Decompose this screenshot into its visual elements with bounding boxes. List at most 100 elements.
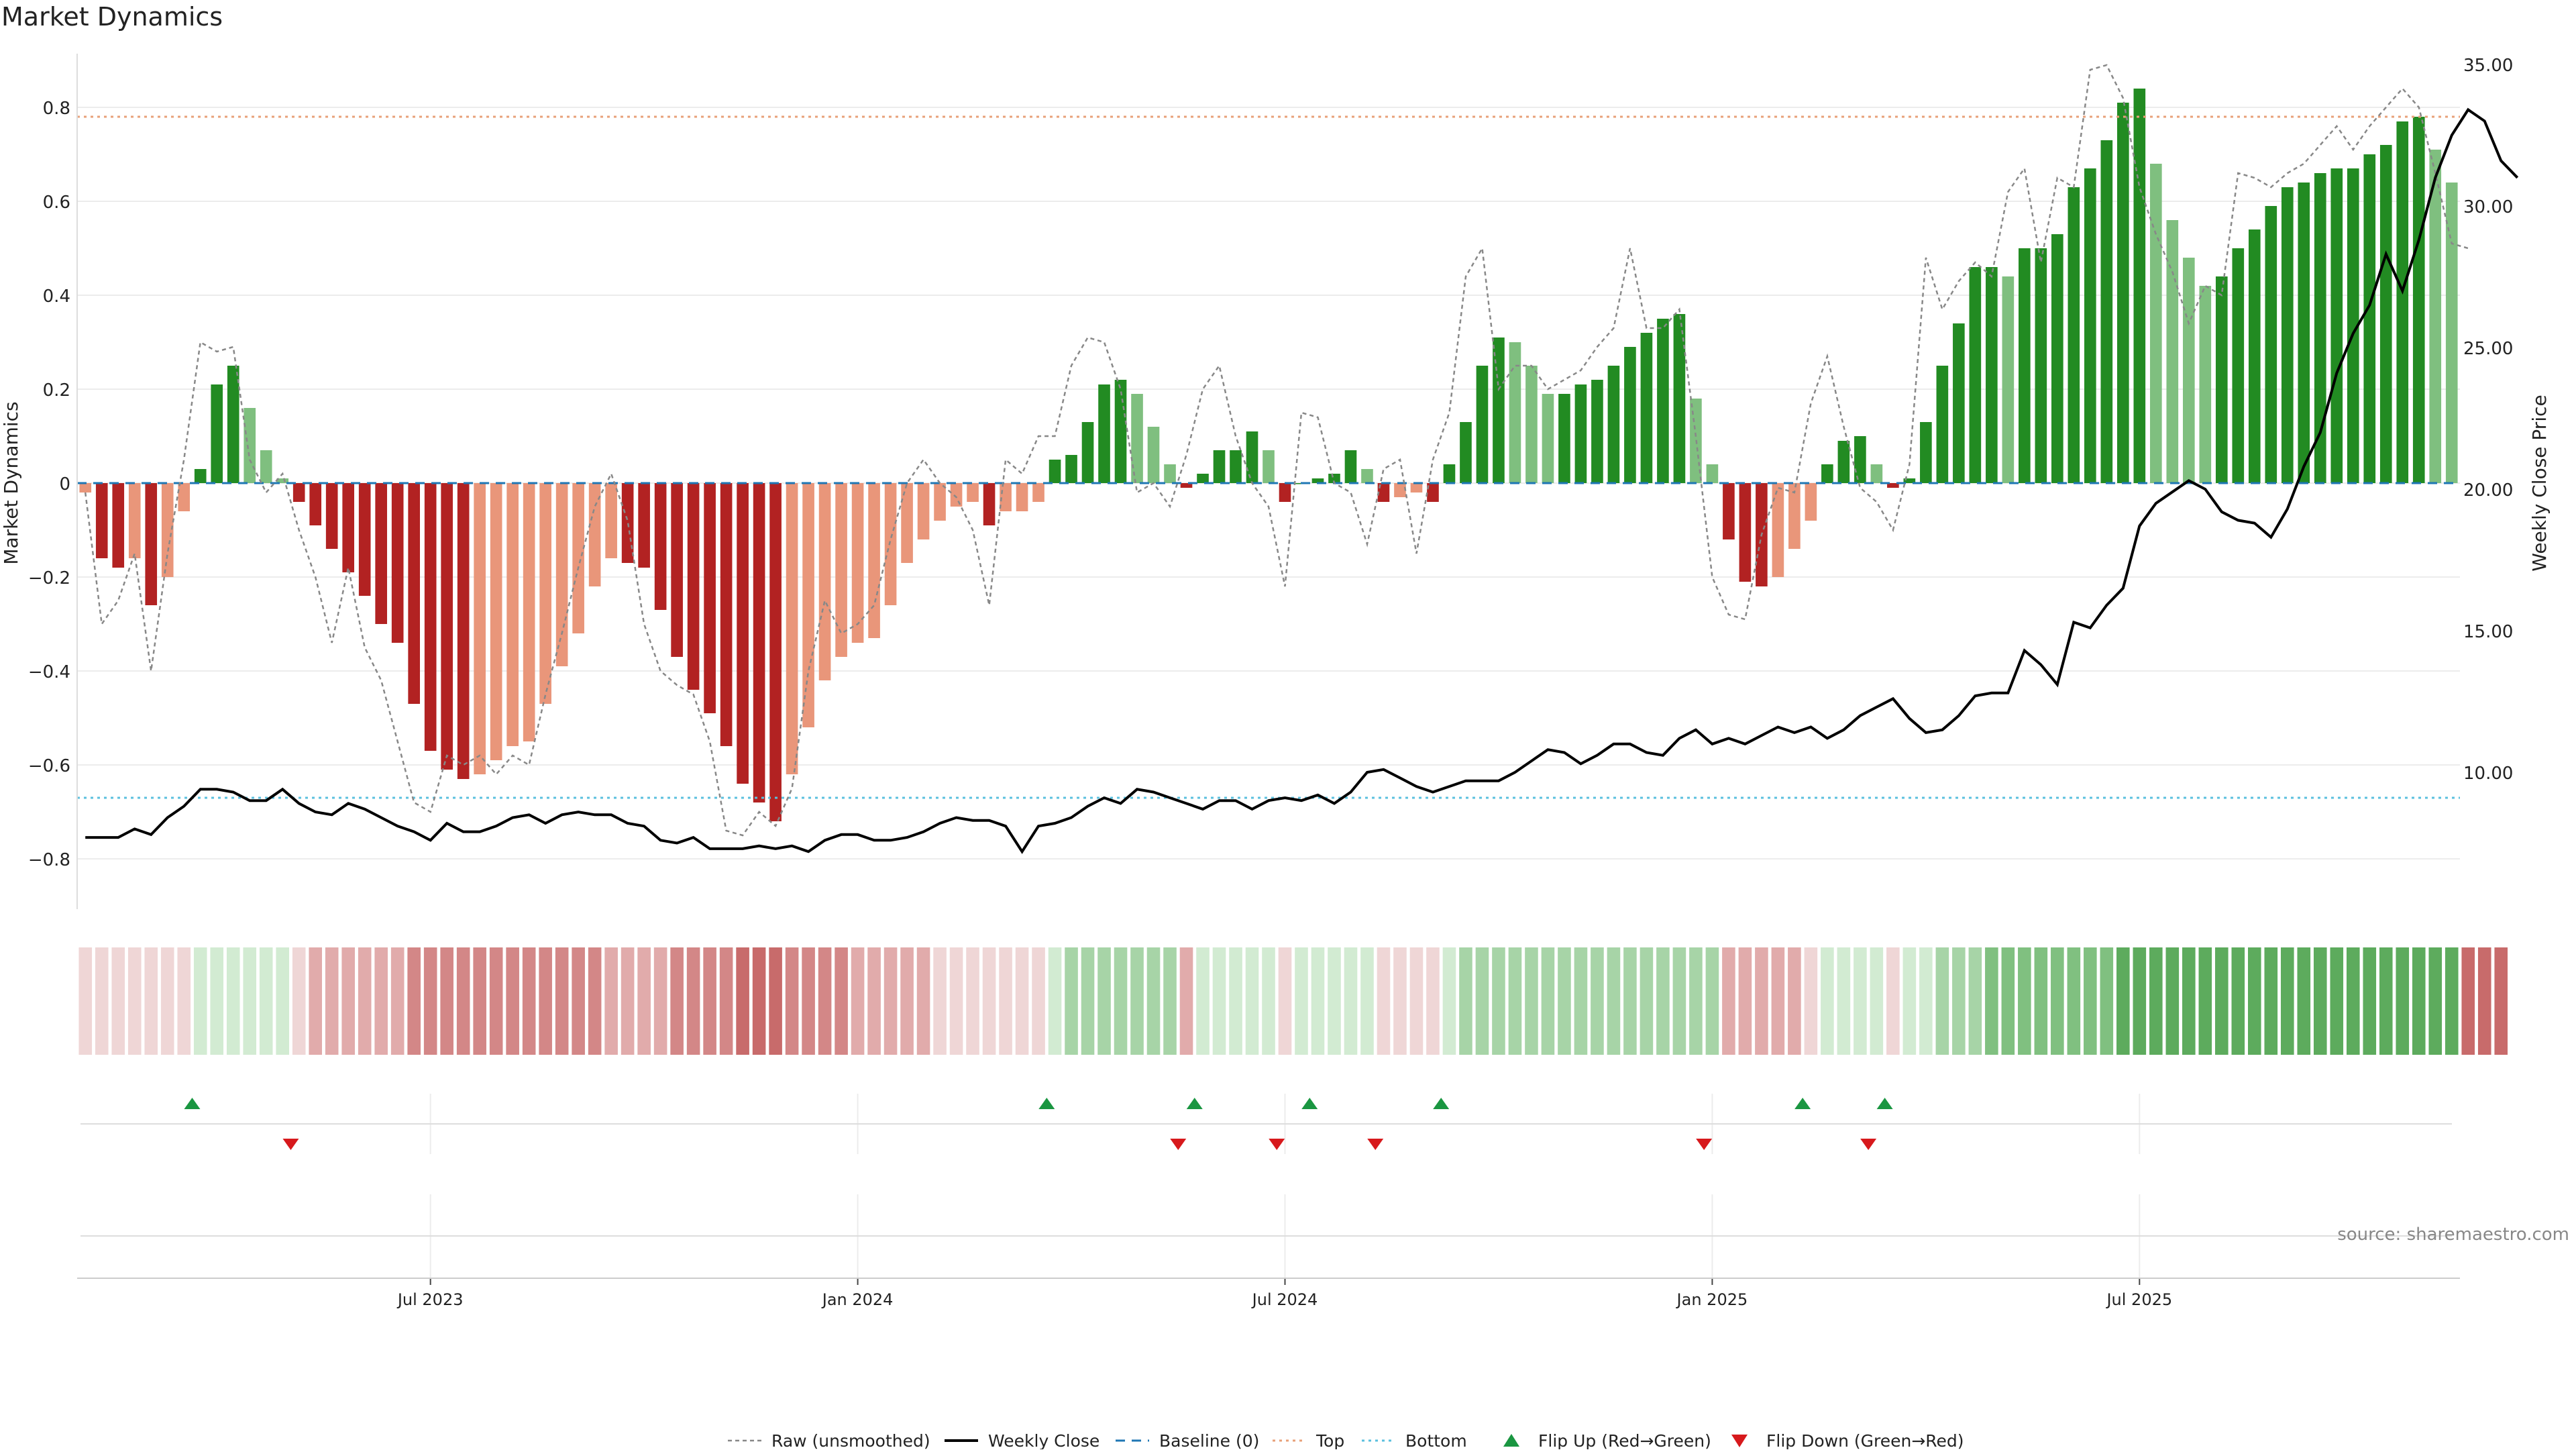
- bar: [490, 483, 502, 760]
- heatmap-cell: [1065, 947, 1078, 1055]
- bar: [1591, 380, 1603, 483]
- bar: [1328, 474, 1340, 483]
- heatmap-cell: [390, 947, 405, 1055]
- x-tick-label: Jul 2025: [2105, 1290, 2172, 1309]
- heatmap-cell: [933, 947, 947, 1055]
- heatmap-cell: [949, 947, 963, 1055]
- bar: [1986, 267, 1998, 483]
- bar: [555, 483, 568, 666]
- heatmap-cell: [2001, 947, 2015, 1055]
- legend-label: Raw (unsmoothed): [771, 1431, 930, 1449]
- heatmap-cell: [802, 947, 815, 1055]
- bar: [2379, 145, 2392, 483]
- bar: [720, 483, 733, 746]
- heatmap-cell: [1179, 947, 1193, 1055]
- bar: [1000, 483, 1012, 511]
- heatmap-cell: [160, 947, 174, 1055]
- bar: [2429, 150, 2442, 483]
- heatmap-cell: [539, 947, 552, 1055]
- heatmap-cell: [2198, 947, 2212, 1055]
- heatmap-cell: [2379, 947, 2393, 1055]
- heatmap-cell: [966, 947, 979, 1055]
- heatmap-cell: [1508, 947, 1522, 1055]
- legend: Raw (unsmoothed) Weekly Close Baseline (0)…: [728, 1431, 1964, 1451]
- heatmap-cell: [1492, 947, 1505, 1055]
- heatmap-cell: [2428, 947, 2443, 1055]
- bar: [128, 483, 141, 558]
- bar: [851, 483, 864, 643]
- heatmap-cell: [785, 947, 799, 1055]
- bar: [1279, 483, 1291, 502]
- heatmap-cell: [1558, 947, 1571, 1055]
- x-tick-label: Jan 2024: [821, 1290, 894, 1309]
- bar: [2166, 220, 2179, 483]
- heatmap-cell: [1574, 947, 1588, 1055]
- heatmap-cell: [2247, 947, 2261, 1055]
- bar: [934, 483, 946, 521]
- bar: [983, 483, 996, 525]
- heatmap-cell: [1591, 947, 1604, 1055]
- bar: [2182, 258, 2195, 483]
- bar: [605, 483, 617, 558]
- bar: [818, 483, 831, 680]
- flip-down-marker: [1269, 1139, 1285, 1150]
- bar: [506, 483, 519, 746]
- heatmap-cell: [2165, 947, 2180, 1055]
- heatmap-cell: [456, 947, 470, 1055]
- bar: [1739, 483, 1752, 582]
- x-tick-label: Jul 2024: [1251, 1290, 1318, 1309]
- heatmap-cell: [1755, 947, 1768, 1055]
- heatmap-cell: [2231, 947, 2245, 1055]
- bar: [408, 483, 420, 704]
- bar: [1016, 483, 1028, 511]
- flip-up-marker: [184, 1098, 201, 1109]
- bar: [2084, 168, 2096, 483]
- heatmap-cell: [818, 947, 832, 1055]
- heatmap-cell: [2182, 947, 2196, 1055]
- flip-down-marker: [1170, 1139, 1187, 1150]
- raw-series-line: [84, 64, 2469, 837]
- bar: [1624, 347, 1636, 483]
- weekly-close-line: [85, 107, 2519, 854]
- heatmap-cell: [999, 947, 1012, 1055]
- left-tick-label: 0.8: [43, 99, 70, 119]
- bar: [1377, 483, 1390, 502]
- heatmap-cell: [2280, 947, 2294, 1055]
- heatmap-cell: [2149, 947, 2163, 1055]
- bar: [572, 483, 584, 633]
- heatmap-cell: [1952, 947, 1966, 1055]
- heatmap-cell: [1212, 947, 1226, 1055]
- heatmap-cell: [1623, 947, 1637, 1055]
- bar: [2396, 121, 2409, 483]
- bars-layer: [79, 89, 2458, 821]
- right-tick-label: 15.00: [2463, 622, 2513, 642]
- heatmap-cell: [1804, 947, 1818, 1055]
- heatmap-cell: [78, 947, 93, 1055]
- left-tick-label: −0.2: [28, 568, 70, 588]
- heatmap-cell: [867, 947, 881, 1055]
- regime-heatmap: [78, 947, 2508, 1055]
- heatmap-cell: [900, 947, 914, 1055]
- bar: [1542, 394, 1554, 483]
- bar: [2117, 103, 2129, 483]
- heatmap-cell: [1738, 947, 1752, 1055]
- bar: [671, 483, 683, 657]
- heatmap-cell: [1360, 947, 1374, 1055]
- heatmap-cell: [1968, 947, 1982, 1055]
- bar: [391, 483, 404, 643]
- legend-label: Bottom: [1405, 1431, 1467, 1449]
- heatmap-cell: [2116, 947, 2130, 1055]
- legend-swatch-flipdown: [1731, 1435, 1748, 1447]
- bar: [2363, 154, 2376, 483]
- bar: [1164, 464, 1176, 483]
- bar: [1805, 483, 1817, 521]
- heatmap-cell: [210, 947, 224, 1055]
- heatmap-cell: [719, 947, 733, 1055]
- heatmap-cell: [1295, 947, 1308, 1055]
- bar: [161, 483, 174, 577]
- heatmap-cell: [1262, 947, 1275, 1055]
- bar: [1213, 450, 1226, 483]
- heatmap-cell: [1229, 947, 1242, 1055]
- flip-up-marker: [1876, 1098, 1893, 1109]
- heatmap-cell: [1196, 947, 1210, 1055]
